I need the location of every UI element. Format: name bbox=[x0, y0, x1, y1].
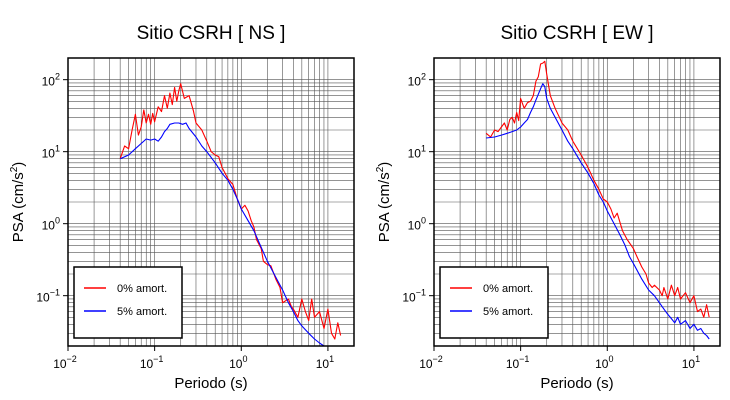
legend-label: 0% amort. bbox=[483, 283, 533, 295]
tick-base: 10 bbox=[42, 219, 56, 233]
tick-base: 10 bbox=[506, 357, 520, 371]
y-tick-label: 101 bbox=[408, 144, 426, 161]
series-line-damped bbox=[486, 83, 710, 340]
plot-frame bbox=[433, 57, 721, 347]
chart-title: Sitio CSRH [ NS ] bbox=[137, 23, 286, 44]
y-axis-label: PSA (cm/s2) bbox=[9, 162, 27, 243]
tick-exponent: −2 bbox=[67, 354, 77, 364]
tick-exponent: 1 bbox=[55, 144, 60, 154]
legend: 0% amort. 5% amort. bbox=[73, 266, 183, 339]
tick-base: 10 bbox=[229, 357, 243, 371]
tick-base: 10 bbox=[42, 75, 56, 89]
y-axis-label: PSA (cm/s2) bbox=[375, 162, 393, 243]
tick-base: 10 bbox=[408, 147, 422, 161]
x-tick-label: 101 bbox=[682, 354, 700, 371]
series-line-undamped bbox=[485, 60, 710, 318]
tick-base: 10 bbox=[419, 357, 433, 371]
y-tick-label: 100 bbox=[42, 216, 60, 233]
y-label-superscript: 2 bbox=[9, 166, 20, 172]
tick-base: 10 bbox=[408, 219, 422, 233]
x-tick-label: 10−2 bbox=[419, 354, 443, 371]
y-tick-label: 102 bbox=[408, 72, 426, 89]
tick-exponent: 1 bbox=[695, 354, 700, 364]
x-tick-label: 10−1 bbox=[140, 354, 164, 371]
tick-exponent: −1 bbox=[153, 354, 163, 364]
tick-base: 10 bbox=[682, 357, 696, 371]
tick-exponent: 2 bbox=[55, 72, 60, 82]
x-axis-label: Periodo (s) bbox=[174, 375, 247, 392]
grid bbox=[68, 58, 354, 346]
tick-base: 10 bbox=[140, 357, 154, 371]
tick-exponent: 0 bbox=[55, 216, 60, 226]
legend-label: 0% amort. bbox=[117, 283, 167, 295]
chart-title: Sitio CSRH [ EW ] bbox=[500, 23, 653, 44]
y-tick-label: 10−1 bbox=[402, 288, 426, 305]
x-tick-label: 101 bbox=[316, 354, 334, 371]
x-tick-label: 10−1 bbox=[506, 354, 530, 371]
chart-panel-2: Sitio CSRH [ EW ]10−2 10−1 100 10110−110010… bbox=[375, 23, 721, 392]
tick-base: 10 bbox=[42, 147, 56, 161]
tick-exponent: −1 bbox=[416, 288, 426, 298]
x-tick-label: 10−2 bbox=[53, 354, 77, 371]
tick-base: 10 bbox=[316, 357, 330, 371]
tick-exponent: 0 bbox=[242, 354, 247, 364]
legend: 0% amort. 5% amort. bbox=[439, 266, 549, 339]
plot-frame bbox=[67, 57, 355, 347]
y-label-main: PSA (cm/s bbox=[10, 172, 27, 242]
series-line-damped bbox=[119, 122, 325, 347]
legend-label: 5% amort. bbox=[117, 306, 167, 318]
tick-exponent: 0 bbox=[421, 216, 426, 226]
tick-exponent: −1 bbox=[519, 354, 529, 364]
tick-base: 10 bbox=[36, 291, 50, 305]
x-axis-label: Periodo (s) bbox=[540, 375, 613, 392]
y-tick-label: 101 bbox=[42, 144, 60, 161]
y-tick-label: 10−1 bbox=[36, 288, 60, 305]
x-tick-label: 100 bbox=[595, 354, 613, 371]
tick-base: 10 bbox=[408, 75, 422, 89]
y-label-close: ) bbox=[376, 162, 393, 167]
series-line-undamped bbox=[119, 83, 342, 340]
tick-exponent: 0 bbox=[608, 354, 613, 364]
x-tick-label: 100 bbox=[229, 354, 247, 371]
tick-exponent: 1 bbox=[329, 354, 334, 364]
y-tick-label: 102 bbox=[42, 72, 60, 89]
y-label-main: PSA (cm/s bbox=[376, 172, 393, 242]
tick-exponent: −1 bbox=[50, 288, 60, 298]
y-label-close: ) bbox=[10, 162, 27, 167]
tick-base: 10 bbox=[53, 357, 67, 371]
tick-exponent: 1 bbox=[421, 144, 426, 154]
chart-panel-1: Sitio CSRH [ NS ]10−2 10−1 100 10110−110010… bbox=[9, 23, 355, 392]
tick-exponent: 2 bbox=[421, 72, 426, 82]
legend-label: 5% amort. bbox=[483, 306, 533, 318]
legend-box bbox=[439, 266, 549, 339]
y-tick-label: 100 bbox=[408, 216, 426, 233]
tick-base: 10 bbox=[402, 291, 416, 305]
y-label-superscript: 2 bbox=[375, 166, 386, 172]
legend-box bbox=[73, 266, 183, 339]
tick-base: 10 bbox=[595, 357, 609, 371]
tick-exponent: −2 bbox=[433, 354, 443, 364]
